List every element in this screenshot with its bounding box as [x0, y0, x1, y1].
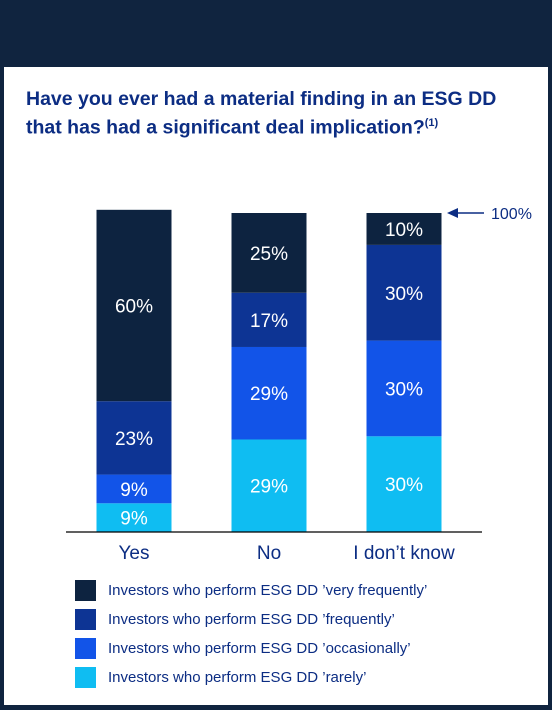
legend-label: Investors who perform ESG DD ’very frequ… [108, 582, 428, 599]
bar-value-label: 29% [250, 477, 288, 498]
title-footnote-mark: (1) [424, 117, 439, 129]
legend-item: Investors who perform ESG DD ’rarely’ [75, 663, 427, 692]
bar-segment [366, 244, 442, 341]
bar-value-label: 23% [115, 429, 153, 450]
bar-value-label: 25% [250, 244, 288, 265]
bar-segment [96, 209, 172, 402]
legend-label: Investors who perform ESG DD ’occasional… [108, 640, 411, 657]
legend-swatch [75, 580, 96, 601]
category-label: No [257, 543, 281, 564]
bar-segment [96, 474, 172, 504]
bar-segment [96, 503, 172, 532]
bar-value-label: 9% [120, 480, 148, 501]
category-label: Yes [119, 543, 150, 564]
bar-value-label: 30% [385, 284, 423, 305]
bar-value-label: 9% [120, 509, 148, 530]
legend-swatch [75, 638, 96, 659]
stacked-bar-chart: 9% 9% 23% 60% Yes 29% 29% 17% 25% No 30% 30% 30% 10% I… [66, 206, 532, 564]
bar-segment [231, 213, 307, 293]
bar-value-label: 17% [250, 311, 288, 332]
bar-value-label: 60% [115, 297, 153, 318]
legend-item: Investors who perform ESG DD ’frequently… [75, 605, 427, 634]
bar-value-label: 10% [385, 220, 423, 241]
chart-legend: Investors who perform ESG DD ’very frequ… [75, 576, 427, 692]
bar-segment [366, 436, 442, 532]
legend-label: Investors who perform ESG DD ’frequently… [108, 611, 395, 628]
category-label: I don’t know [353, 543, 455, 564]
bar-segment [366, 213, 442, 245]
total-annotation: 100% [491, 206, 532, 223]
legend-item: Investors who perform ESG DD ’very frequ… [75, 576, 427, 605]
chart-card: Have you ever had a material finding in … [4, 67, 548, 705]
bar-value-label: 30% [385, 379, 423, 400]
legend-label: Investors who perform ESG DD ’rarely’ [108, 669, 367, 686]
bar-segment [96, 401, 172, 475]
arrow-left-icon [447, 208, 458, 218]
bar-segment [231, 292, 307, 347]
bar-value-label: 29% [250, 384, 288, 405]
bar-segment [231, 346, 307, 440]
bar-segment [231, 439, 307, 532]
bar-value-label: 30% [385, 475, 423, 496]
legend-item: Investors who perform ESG DD ’occasional… [75, 634, 427, 663]
legend-swatch [75, 667, 96, 688]
chart-title: Have you ever had a material finding in … [26, 88, 497, 139]
legend-swatch [75, 609, 96, 630]
bar-segment [366, 340, 442, 437]
